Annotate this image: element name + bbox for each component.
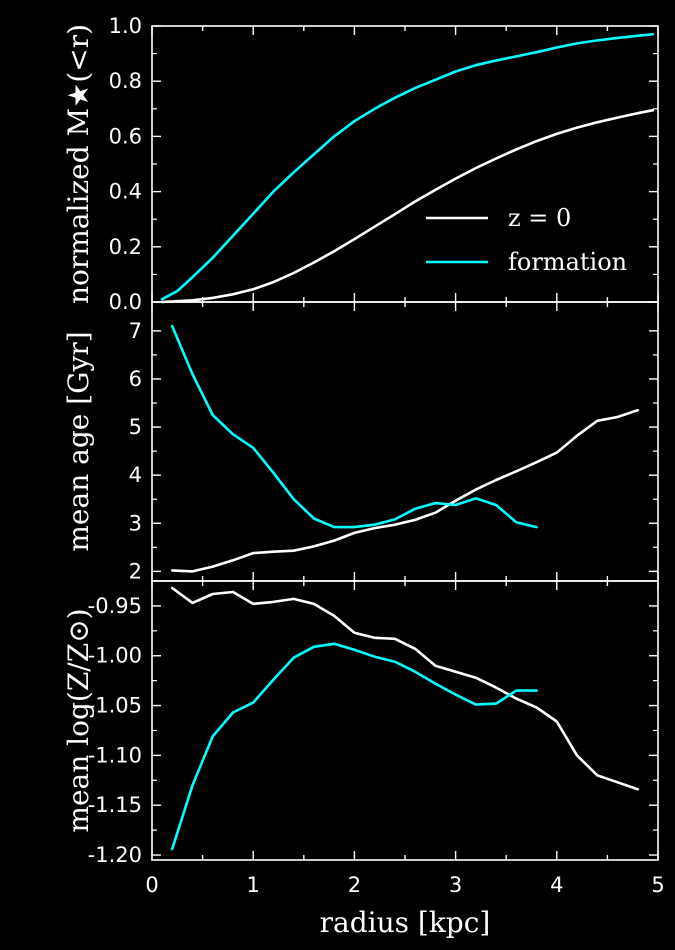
y-axis-label: mean log(Z/Z⊙) <box>62 608 95 832</box>
y-tick-label: 2 <box>129 559 142 583</box>
z0-series-line <box>170 586 640 791</box>
y-tick-label: -1.15 <box>88 793 142 817</box>
metallicity-panel: -0.95 -1.00 -1.05 -1.10 -1.15 -1.200 1 2 3 4 5 radi… <box>62 580 665 939</box>
legend-label: formation <box>508 248 627 276</box>
formation-series-line <box>170 324 538 529</box>
x-tick-label: 1 <box>247 873 260 897</box>
formation-series-line <box>170 642 538 851</box>
z0-series-line <box>170 408 640 573</box>
y-tick-label: 4 <box>129 463 142 487</box>
y-tick-label: 7 <box>129 319 142 343</box>
x-tick-label: 2 <box>348 873 361 897</box>
y-tick-label: 0.2 <box>109 235 142 259</box>
x-axis-label: radius [kpc] <box>320 906 491 939</box>
y-tick-label: 3 <box>129 511 142 535</box>
y-tick-label: -1.00 <box>88 644 142 668</box>
y-tick-label: 0.6 <box>109 124 142 148</box>
legend: z = 0 formation <box>426 204 627 276</box>
legend-label: z = 0 <box>508 204 571 232</box>
y-tick-label: 1.0 <box>109 14 142 38</box>
chart-panels: 0.0 0.2 0.4 0.6 0.8 1.0 normalized M★(<r) z = 0… <box>62 14 665 939</box>
x-tick-label: 4 <box>550 873 563 897</box>
y-axis-label: normalized M★(<r) <box>62 24 95 304</box>
x-tick-label: 5 <box>651 873 664 897</box>
x-tick-label: 0 <box>145 873 158 897</box>
y-tick-label: -1.20 <box>88 843 142 867</box>
z0-series-line <box>160 108 655 304</box>
y-axis-label: mean age [Gyr] <box>62 331 95 551</box>
y-tick-label: 0.8 <box>109 69 142 93</box>
y-tick-label: 5 <box>129 415 142 439</box>
y-tick-label: -0.95 <box>88 594 142 618</box>
y-tick-label: -1.05 <box>88 694 142 718</box>
x-tick-label: 3 <box>449 873 462 897</box>
formation-series-line <box>160 32 655 301</box>
mass-panel: 0.0 0.2 0.4 0.6 0.8 1.0 normalized M★(<r) z = 0… <box>62 14 659 314</box>
y-tick-label: 6 <box>129 367 142 391</box>
y-tick-label: 0.0 <box>109 290 142 314</box>
y-tick-label: -1.10 <box>88 743 142 767</box>
y-tick-label: 0.4 <box>109 180 142 204</box>
